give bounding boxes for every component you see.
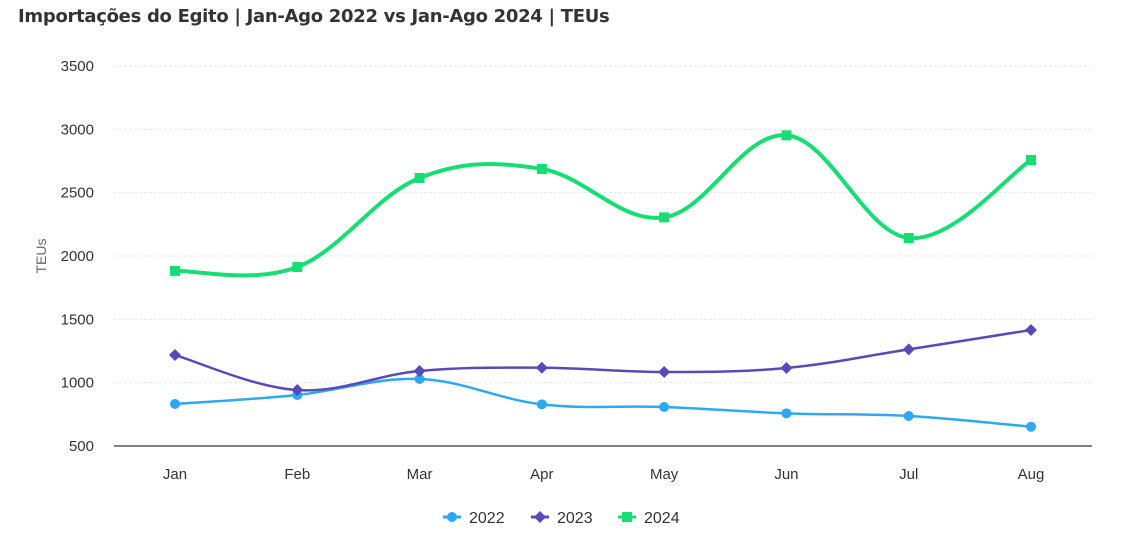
x-tick-label: Jan bbox=[163, 466, 187, 483]
legend-label: 2023 bbox=[557, 510, 593, 527]
data-point-2022 bbox=[903, 410, 914, 421]
x-tick-label: Feb bbox=[284, 466, 310, 483]
data-point-2024 bbox=[781, 130, 792, 141]
legend-marker-diamond-icon bbox=[534, 511, 546, 523]
y-axis-ticks: 500 1000 1500 2000 2500 3000 3500 bbox=[61, 58, 94, 455]
legend-marker-circle-icon bbox=[447, 512, 457, 522]
data-point-2024 bbox=[170, 265, 180, 276]
data-point-2024 bbox=[659, 212, 670, 223]
y-tick-label: 2500 bbox=[61, 185, 94, 202]
series-line-2024 bbox=[174, 133, 1033, 278]
data-point-2022 bbox=[170, 398, 180, 409]
data-point-2024 bbox=[1026, 154, 1036, 165]
data-point-2022 bbox=[1026, 421, 1036, 432]
data-point-2022 bbox=[659, 401, 670, 412]
data-point-2023 bbox=[535, 361, 548, 374]
x-tick-label: Mar bbox=[407, 466, 433, 483]
data-point-2024 bbox=[292, 262, 303, 273]
legend-label: 2024 bbox=[644, 510, 680, 527]
series-2024 bbox=[170, 130, 1036, 278]
data-point-2023 bbox=[169, 349, 181, 362]
legend-item-2024[interactable]: 2024 bbox=[618, 510, 680, 527]
data-point-2024 bbox=[903, 233, 914, 244]
x-tick-label: Apr bbox=[530, 466, 553, 483]
y-tick-label: 500 bbox=[69, 438, 94, 455]
series-2023 bbox=[169, 323, 1037, 397]
legend-label: 2022 bbox=[469, 510, 505, 527]
legend-item-2022[interactable]: 2022 bbox=[443, 510, 505, 527]
gridlines bbox=[114, 65, 1092, 384]
y-tick-label: 1000 bbox=[61, 375, 94, 392]
data-point-2023 bbox=[658, 366, 671, 379]
data-point-2022 bbox=[781, 408, 792, 419]
chart-title: Importações do Egito | Jan-Ago 2022 vs J… bbox=[18, 6, 610, 27]
data-point-2024 bbox=[414, 172, 425, 183]
legend-item-2023[interactable]: 2023 bbox=[531, 510, 593, 527]
y-tick-label: 1500 bbox=[61, 311, 94, 328]
x-axis-ticks: Jan Feb Mar Apr May Jun Jul Aug bbox=[163, 466, 1044, 483]
data-point-2023 bbox=[780, 361, 793, 374]
data-point-2022 bbox=[536, 399, 547, 410]
y-axis-label: TEUs bbox=[33, 239, 49, 274]
series-line-2023 bbox=[174, 328, 1032, 392]
data-point-2023 bbox=[291, 384, 304, 397]
data-point-2023 bbox=[413, 365, 426, 378]
x-tick-label: May bbox=[650, 466, 679, 483]
y-tick-label: 3000 bbox=[61, 121, 94, 138]
data-point-2022 bbox=[414, 373, 425, 384]
data-point-2023 bbox=[902, 343, 915, 356]
y-tick-label: 2000 bbox=[61, 248, 94, 265]
series-group bbox=[169, 130, 1037, 432]
x-tick-label: Jul bbox=[899, 466, 918, 483]
legend-marker-square-icon bbox=[622, 512, 632, 522]
x-tick-label: Aug bbox=[1018, 466, 1045, 483]
data-point-2024 bbox=[536, 163, 547, 174]
x-tick-label: Jun bbox=[774, 466, 798, 483]
data-point-2023 bbox=[1025, 323, 1037, 336]
series-line-2022 bbox=[174, 377, 1032, 428]
legend: 2022 2023 2024 bbox=[443, 510, 680, 527]
y-tick-label: 3500 bbox=[61, 58, 94, 75]
